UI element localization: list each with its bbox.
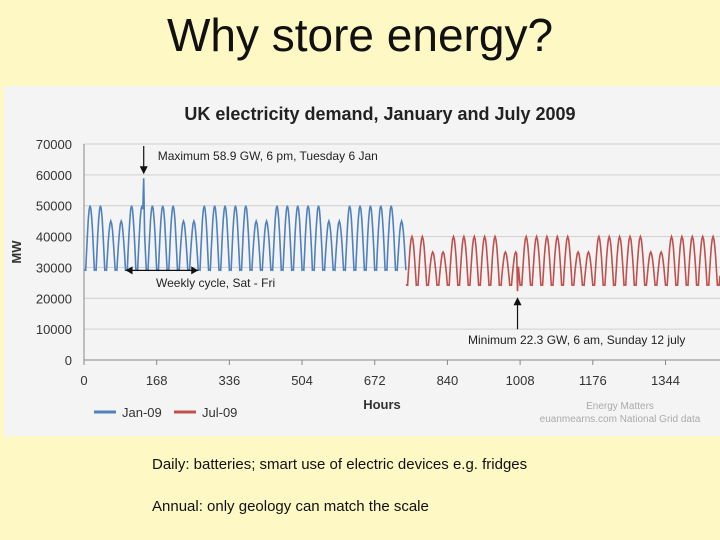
chart-panel: UK electricity demand, January and July …	[4, 86, 720, 436]
y-tick-label: 30000	[36, 260, 72, 275]
x-tick-label: 336	[219, 373, 241, 388]
x-axis-label: Hours	[363, 397, 401, 412]
demand-chart: UK electricity demand, January and July …	[9, 104, 720, 425]
y-tick-label: 20000	[36, 291, 72, 306]
y-tick-label: 60000	[36, 168, 72, 183]
annotation-weekly: Weekly cycle, Sat - Fri	[156, 276, 275, 290]
annotation-min: Minimum 22.3 GW, 6 am, Sunday 12 july	[468, 333, 685, 347]
y-tick-label: 50000	[36, 199, 72, 214]
x-tick-label: 1008	[506, 373, 535, 388]
x-tick-label: 0	[80, 373, 87, 388]
weekly-arrow-right	[191, 266, 199, 275]
slide-title: Why store energy?	[166, 9, 554, 61]
x-tick-label: 1344	[651, 373, 680, 388]
bullet-annual: Annual: only geology can match the scale	[152, 498, 429, 515]
min-arrow-head	[513, 297, 522, 306]
y-tick-label: 40000	[36, 230, 72, 245]
x-tick-label: 840	[437, 373, 459, 388]
weekly-arrow-left	[125, 266, 133, 275]
series-line-jan-09	[83, 178, 407, 272]
bullet-daily: Daily: batteries; smart use of electric …	[152, 456, 528, 473]
legend-label-jan-09: Jan-09	[122, 405, 162, 420]
x-tick-label: 672	[364, 373, 386, 388]
max-arrow-head	[139, 166, 148, 175]
y-tick-label: 70000	[36, 137, 72, 152]
annotation-max: Maximum 58.9 GW, 6 pm, Tuesday 6 Jan	[158, 149, 378, 163]
source-line-2: euanmearns.com National Grid data	[540, 414, 701, 425]
x-tick-label: 168	[146, 373, 168, 388]
y-tick-label: 10000	[36, 322, 72, 337]
source-line-1: Energy Matters	[586, 401, 654, 412]
series-line-jul-09	[405, 234, 720, 292]
x-tick-label: 1176	[579, 373, 607, 388]
y-axis-label: MW	[9, 240, 24, 264]
chart-title: UK electricity demand, January and July …	[184, 104, 575, 124]
x-tick-label: 504	[291, 373, 313, 388]
y-tick-label: 0	[65, 353, 72, 368]
legend-label-jul-09: Jul-09	[202, 405, 237, 420]
